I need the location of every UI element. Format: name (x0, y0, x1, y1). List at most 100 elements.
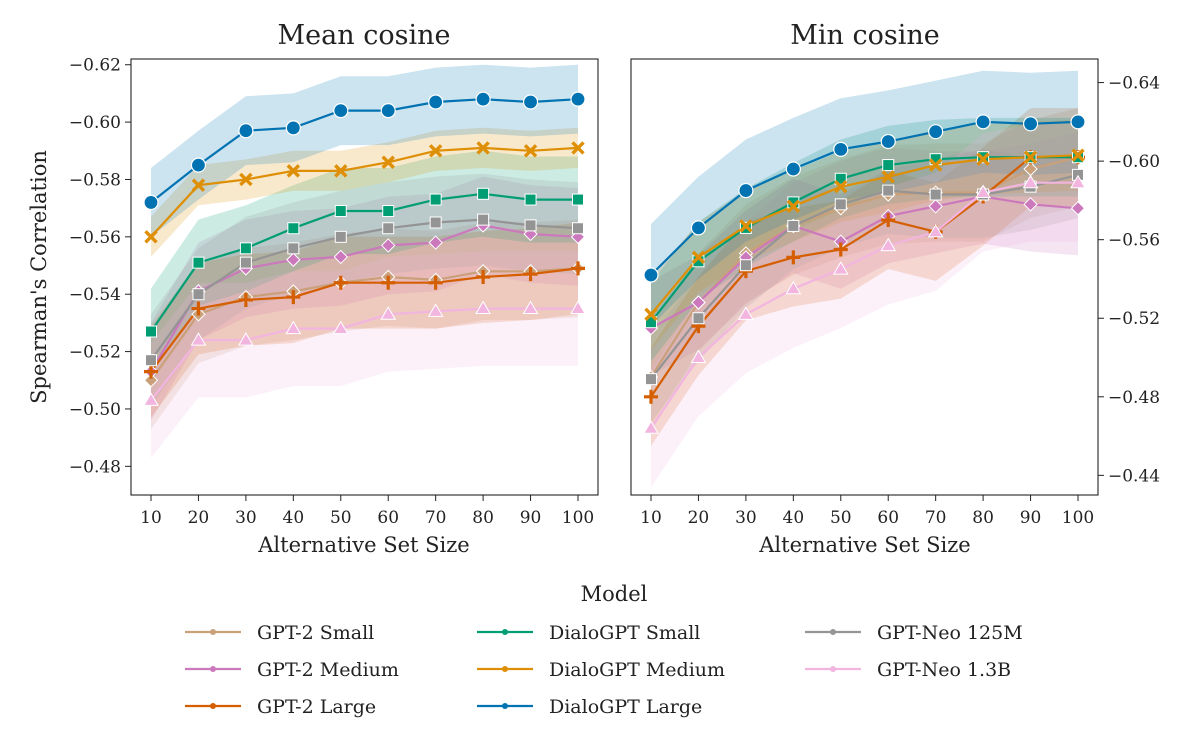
point-gpt-2-medium-50 (333, 249, 348, 265)
point-gpt-neo-125m-100 (572, 222, 584, 235)
point-gpt-neo-1-3b-70 (427, 303, 444, 317)
point-dialogpt-medium-80 (476, 141, 490, 155)
point-gpt-neo-1-3b-30 (238, 332, 254, 346)
x-axis-label-mean-cosine: Alternative Set Size (257, 533, 469, 557)
x-tick-label: 10 (640, 508, 662, 528)
x-tick-label: 70 (925, 508, 947, 528)
point-dialogpt-medium-100 (1071, 148, 1085, 162)
point-gpt-neo-125m-60 (382, 222, 395, 235)
point-dialogpt-large-20 (690, 220, 707, 236)
legend-marker (502, 666, 508, 672)
x-tick-label: 80 (472, 508, 494, 528)
point-dialogpt-medium-30 (239, 172, 253, 187)
point-dialogpt-large-80 (475, 91, 491, 107)
x-axis-ticks-mean-cosine: 10 20 30 40 50 60 70 80 90 100 (140, 495, 594, 528)
legend-marker (502, 703, 508, 709)
point-gpt-neo-1-3b-40 (785, 280, 802, 295)
point-dialogpt-medium-20 (691, 250, 706, 265)
point-gpt-neo-1-3b-10 (643, 420, 659, 434)
legend-label: GPT-Neo 1.3B (877, 659, 1011, 681)
line-gpt-2-large (650, 156, 1078, 398)
point-gpt-neo-1-3b-90 (1022, 174, 1039, 189)
point-dialogpt-large-100 (1070, 114, 1086, 130)
legend-label: DialoGPT Small (549, 622, 700, 644)
y-tick-label: −0.60 (69, 113, 121, 133)
legend-marker (210, 629, 216, 635)
point-gpt-neo-125m-70 (429, 216, 442, 229)
point-dialogpt-small-30 (239, 242, 252, 255)
point-dialogpt-small-90 (524, 193, 537, 206)
x-tick-label: 50 (330, 508, 352, 528)
line-dialogpt-large (650, 120, 1079, 276)
line-gpt-2-medium (150, 224, 579, 373)
point-dialogpt-small-80 (477, 187, 490, 200)
point-gpt-2-medium-100 (1070, 201, 1086, 216)
point-dialogpt-medium-80 (976, 152, 990, 166)
point-dialogpt-small-70 (429, 193, 442, 206)
series-lines-min-cosine (650, 120, 1079, 429)
point-dialogpt-small-10 (145, 325, 157, 338)
point-gpt-2-large-60 (381, 275, 396, 290)
point-gpt-neo-125m-30 (239, 256, 252, 269)
line-gpt-2-medium (650, 195, 1079, 330)
point-dialogpt-large-70 (928, 124, 944, 140)
point-dialogpt-large-30 (238, 123, 254, 139)
band-gpt-neo-1-3b (151, 251, 578, 458)
legend-label: GPT-Neo 125M (877, 622, 1023, 644)
y-tick-label: −0.48 (69, 457, 121, 477)
x-tick-label: 40 (783, 508, 805, 528)
legend-label: GPT-2 Medium (257, 659, 399, 681)
x-tick-label: 90 (520, 508, 542, 528)
point-gpt-2-large-60 (881, 213, 896, 228)
point-dialogpt-large-80 (975, 114, 991, 130)
y-tick-label: −0.56 (69, 228, 121, 248)
x-tick-label: 50 (830, 508, 852, 528)
point-dialogpt-large-30 (738, 182, 754, 199)
x-tick-label: 30 (235, 508, 257, 528)
point-gpt-neo-1-3b-10 (143, 392, 159, 406)
point-gpt-neo-125m-80 (477, 213, 490, 226)
legend-item-gpt-2-large: GPT-2 Large (185, 696, 376, 718)
point-dialogpt-large-10 (643, 267, 659, 283)
point-gpt-neo-125m-50 (334, 230, 347, 243)
legend-marker (210, 666, 216, 672)
legend-label: DialoGPT Medium (549, 659, 725, 681)
point-dialogpt-medium-40 (786, 199, 801, 213)
band-gpt-2-large (151, 222, 578, 418)
point-gpt-neo-125m-20 (192, 288, 205, 301)
x-tick-label: 30 (735, 508, 757, 528)
band-gpt-2-small (651, 108, 1078, 427)
point-gpt-neo-1-3b-50 (832, 261, 849, 275)
plot-frame-mean-cosine (130, 58, 599, 496)
point-gpt-neo-1-3b-50 (332, 320, 349, 335)
legend-marker (830, 666, 836, 672)
y-tick-label: −0.64 (1108, 74, 1160, 94)
y-tick-label: −0.52 (1108, 309, 1160, 329)
band-gpt-neo-1-3b (651, 123, 1078, 488)
point-dialogpt-medium-70 (928, 158, 943, 172)
point-gpt-2-large-50 (333, 275, 348, 290)
point-gpt-2-medium-20 (691, 295, 706, 310)
x-tick-label: 100 (1062, 508, 1094, 528)
point-dialogpt-medium-20 (191, 178, 206, 192)
point-gpt-neo-1-3b-70 (927, 223, 944, 238)
legend-item-dialogpt-small: DialoGPT Small (477, 622, 700, 644)
x-axis-label-min-cosine: Alternative Set Size (758, 533, 970, 557)
band-dialogpt-medium (151, 127, 578, 257)
point-dialogpt-medium-100 (571, 141, 585, 155)
point-gpt-neo-125m-40 (787, 219, 800, 232)
legend-item-gpt-2-small: GPT-2 Small (185, 622, 374, 644)
confidence-bands-min-cosine (651, 70, 1078, 488)
line-gpt-2-small (150, 267, 579, 381)
point-gpt-2-medium-40 (286, 252, 301, 267)
point-dialogpt-medium-50 (334, 164, 348, 178)
line-gpt-neo-1-3b (650, 181, 1078, 429)
point-gpt-2-large-100 (571, 261, 585, 276)
point-gpt-neo-125m-90 (524, 219, 537, 232)
legend-entries: GPT-2 Small GPT-2 Medium GPT-2 Large DialoG… (185, 622, 1023, 718)
point-dialogpt-large-20 (190, 157, 207, 173)
x-tick-label: 60 (377, 508, 399, 528)
band-dialogpt-medium (651, 119, 1078, 350)
point-gpt-neo-125m-10 (145, 354, 157, 367)
confidence-bands-mean-cosine (151, 64, 578, 458)
